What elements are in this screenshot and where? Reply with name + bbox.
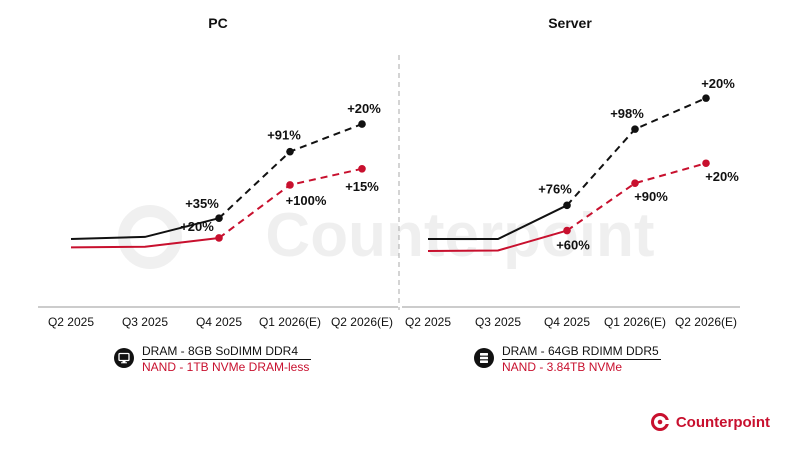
pc-legend-nand: NAND - 1TB NVMe DRAM-less — [142, 360, 310, 374]
pc-legend-dram: DRAM - 8GB SoDIMM DDR4 — [142, 344, 312, 360]
server-series-1-point — [563, 226, 571, 235]
pc-series-0-data-label: +91% — [267, 128, 301, 143]
server-series-1-actual-line — [427, 229, 568, 252]
server-series-0-data-label: +76% — [538, 181, 572, 196]
pc-x-tick-label: Q1 2026(E) — [259, 315, 321, 329]
server-series-1-point — [702, 159, 710, 168]
server-x-tick-label: Q1 2026(E) — [604, 315, 666, 329]
server-legend: DRAM - 64GB RDIMM DDR5 NAND - 3.84TB NVM… — [474, 344, 661, 375]
server-x-tick-label: Q2 2026(E) — [675, 315, 737, 329]
server-series-1-point — [631, 179, 639, 187]
server-x-tick-label: Q2 2025 — [405, 315, 451, 329]
desktop-computer-icon — [114, 348, 134, 368]
pc-series-0-data-label: +20% — [347, 101, 381, 116]
server-legend-nand: NAND - 3.84TB NVMe — [502, 360, 623, 374]
server-legend-dram: DRAM - 64GB RDIMM DDR5 — [502, 344, 661, 360]
server-x-tick-label: Q3 2025 — [475, 315, 521, 329]
server-chart-title: Server — [548, 15, 592, 31]
server-series-1-data-label: +60% — [556, 238, 590, 253]
server-series-0-data-label: +20% — [701, 76, 735, 91]
pc-series-0-actual-line — [70, 217, 220, 240]
pc-series-0-data-label: +35% — [185, 196, 219, 211]
pc-series-1-actual-line — [70, 236, 220, 249]
pc-series-0-point — [358, 120, 366, 128]
watermark-text: Counterpoint — [265, 201, 654, 270]
pc-x-tick-label: Q4 2025 — [196, 315, 242, 329]
brand-name: Counterpoint — [675, 413, 770, 431]
pc-x-tick-label: Q2 2026(E) — [331, 315, 393, 329]
server-series-0-data-label: +98% — [610, 106, 644, 121]
server-series-1-forecast-line — [566, 162, 707, 232]
pc-series-1-data-label: +100% — [286, 193, 327, 208]
server-series-0-point — [563, 201, 571, 210]
pc-series-1-point — [215, 234, 223, 242]
pc-chart-title: PC — [208, 15, 227, 31]
pc-legend: DRAM - 8GB SoDIMM DDR4 NAND - 1TB NVMe D… — [114, 344, 312, 375]
server-series-0-point — [702, 94, 710, 102]
pc-series-1-point — [358, 165, 366, 173]
brand-logo: Counterpoint — [650, 412, 770, 432]
pc-series-0-point — [286, 147, 294, 156]
server-series-0-actual-line — [428, 204, 568, 240]
server-series-0-point — [631, 125, 639, 133]
pc-series-1-data-label: +15% — [345, 179, 379, 194]
pc-series-1-data-label: +20% — [180, 219, 214, 234]
server-rack-icon — [474, 348, 494, 368]
pc-series-0-point — [215, 214, 223, 222]
pc-x-tick-label: Q3 2025 — [122, 315, 168, 329]
server-series-1-data-label: +20% — [705, 169, 739, 184]
pc-x-tick-label: Q2 2025 — [48, 315, 94, 329]
pc-series-1-point — [286, 181, 294, 189]
server-series-1-data-label: +90% — [634, 189, 668, 204]
server-x-tick-label: Q4 2025 — [544, 315, 590, 329]
counterpoint-logo-icon — [650, 413, 670, 431]
